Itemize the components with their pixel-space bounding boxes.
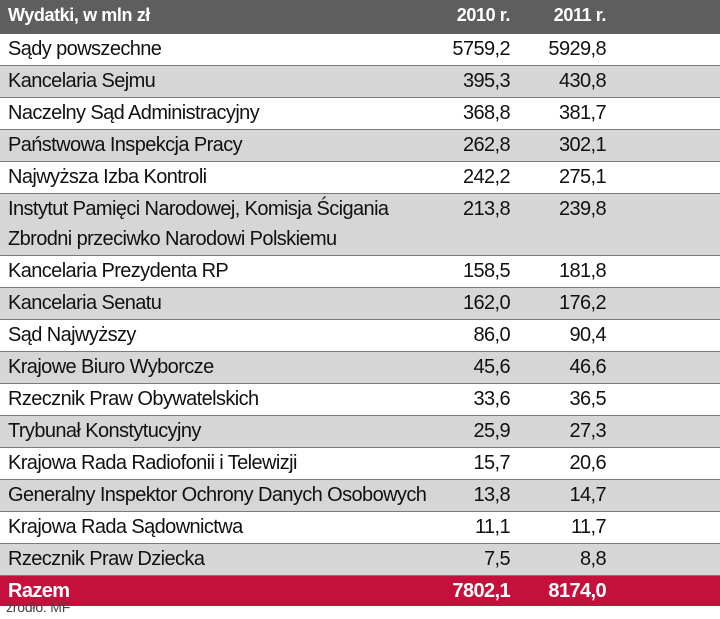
table-row: Kancelaria Prezydenta RP 158,5 181,8	[0, 256, 720, 288]
total-2010: 7802,1	[452, 580, 510, 602]
header-2010: 2010 r.	[456, 5, 511, 25]
row-value-2010: 33,6	[473, 388, 510, 410]
table-row: Rzecznik Praw Dziecka 7,5 8,8	[0, 544, 720, 576]
row-value-2011: 14,7	[569, 484, 606, 506]
table-row: Najwyższa Izba Kontroli 242,2 275,1	[0, 162, 720, 194]
row-value-2010: 213,8	[462, 198, 511, 220]
header-2011: 2011 r.	[553, 5, 607, 25]
table-body: Sądy powszechne 5759,2 5929,8 Kancelaria Se…	[0, 34, 720, 576]
row-name: Kancelaria Senatu	[8, 292, 162, 314]
row-name: Trybunał Konstytucyjny	[8, 420, 201, 442]
row-value-2011: 36,5	[569, 388, 606, 410]
row-name: Kancelaria Prezydenta RP	[8, 260, 229, 282]
row-value-2011: 11,7	[570, 516, 607, 538]
table-row: Krajowa Rada Radiofonii i Telewizji 15,7 2…	[0, 448, 720, 480]
row-value-2011: 46,6	[569, 356, 606, 378]
row-name: Kancelaria Sejmu	[8, 70, 156, 92]
row-value-2010: 162,0	[462, 292, 511, 314]
row-value-2011: 90,4	[569, 324, 606, 346]
row-name: Naczelny Sąd Administracyjny	[8, 102, 260, 124]
row-value-2010: 158,5	[462, 260, 511, 282]
row-value-2011: 239,8	[558, 198, 607, 220]
row-value-2010: 45,6	[473, 356, 510, 378]
table-row: Sąd Najwyższy 86,0 90,4	[0, 320, 720, 352]
row-value-2010: 242,2	[462, 166, 511, 188]
row-value-2011: 430,8	[558, 70, 607, 92]
row-value-2010: 5759,2	[452, 38, 510, 60]
row-value-2010: 368,8	[462, 102, 511, 124]
row-name: Krajowa Rada Radiofonii i Telewizji	[8, 452, 297, 474]
table-row: Sądy powszechne 5759,2 5929,8	[0, 34, 720, 66]
row-value-2011: 181,8	[558, 260, 607, 282]
header-category: Wydatki, w mln zł	[8, 5, 150, 25]
row-value-2010: 86,0	[473, 324, 510, 346]
table-row: Rzecznik Praw Obywatelskich 33,6 36,5	[0, 384, 720, 416]
row-name: Krajowa Rada Sądownictwa	[8, 516, 243, 538]
row-name: Sąd Najwyższy	[8, 324, 136, 346]
row-name: Sądy powszechne	[8, 38, 162, 60]
row-value-2010: 7,5	[483, 548, 511, 570]
row-value-2010: 13,8	[473, 484, 510, 506]
table-row: Generalny Inspektor Ochrony Danych Osobo…	[0, 480, 720, 512]
row-value-2011: 8,8	[579, 548, 607, 570]
row-value-2011: 20,6	[569, 452, 606, 474]
row-name: Najwyższa Izba Kontroli	[8, 166, 207, 188]
total-label: Razem	[8, 580, 70, 602]
row-value-2011: 381,7	[558, 102, 607, 124]
row-value-2011: 27,3	[569, 420, 606, 442]
row-value-2011: 5929,8	[548, 38, 606, 60]
table-row: Naczelny Sąd Administracyjny 368,8 381,7	[0, 98, 720, 130]
total-row: Razem 7802,1 8174,0	[0, 576, 720, 606]
row-value-2010: 15,7	[473, 452, 510, 474]
row-value-2010: 395,3	[462, 70, 511, 92]
table-header: Wydatki, w mln zł 2010 r. 2011 r.	[0, 0, 720, 34]
table-row: Krajowe Biuro Wyborcze 45,6 46,6	[0, 352, 720, 384]
table-row: Instytut Pamięci Narodowej, Komisja Ścig…	[0, 194, 720, 256]
row-name: Instytut Pamięci Narodowej, Komisja Ścig…	[8, 198, 389, 250]
total-2011: 8174,0	[548, 580, 606, 602]
row-value-2010: 11,1	[474, 516, 511, 538]
row-value-2011: 176,2	[558, 292, 607, 314]
row-value-2011: 302,1	[558, 134, 607, 156]
row-name: Państwowa Inspekcja Pracy	[8, 134, 243, 156]
row-value-2011: 275,1	[558, 166, 607, 188]
expenses-table: Wydatki, w mln zł 2010 r. 2011 r. Sądy p…	[0, 0, 720, 606]
row-name: Rzecznik Praw Dziecka	[8, 548, 205, 570]
table-row: Kancelaria Sejmu 395,3 430,8	[0, 66, 720, 98]
table-row: Krajowa Rada Sądownictwa 11,1 11,7	[0, 512, 720, 544]
row-value-2010: 25,9	[473, 420, 510, 442]
source-note: źródło: MF	[6, 599, 71, 615]
table-row: Państwowa Inspekcja Pracy 262,8 302,1	[0, 130, 720, 162]
row-value-2010: 262,8	[462, 134, 511, 156]
table-row: Kancelaria Senatu 162,0 176,2	[0, 288, 720, 320]
row-name: Rzecznik Praw Obywatelskich	[8, 388, 259, 410]
table-row: Trybunał Konstytucyjny 25,9 27,3	[0, 416, 720, 448]
row-name: Krajowe Biuro Wyborcze	[8, 356, 214, 378]
row-name: Generalny Inspektor Ochrony Danych Osobo…	[8, 484, 427, 506]
